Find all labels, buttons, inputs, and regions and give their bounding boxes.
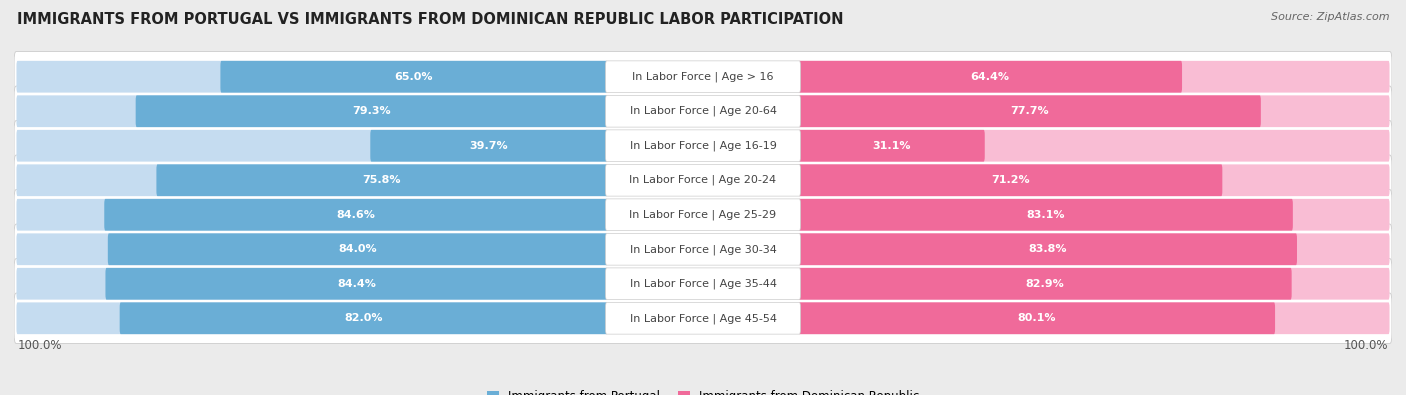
FancyBboxPatch shape (606, 95, 800, 127)
FancyBboxPatch shape (14, 155, 1392, 205)
Text: 100.0%: 100.0% (1344, 339, 1389, 352)
FancyBboxPatch shape (799, 303, 1389, 334)
Text: 31.1%: 31.1% (872, 141, 911, 151)
FancyBboxPatch shape (799, 95, 1389, 127)
Text: 82.0%: 82.0% (344, 313, 382, 323)
FancyBboxPatch shape (799, 199, 1294, 231)
FancyBboxPatch shape (17, 164, 607, 196)
Text: In Labor Force | Age 20-64: In Labor Force | Age 20-64 (630, 106, 776, 117)
Text: In Labor Force | Age 45-54: In Labor Force | Age 45-54 (630, 313, 776, 324)
Text: IMMIGRANTS FROM PORTUGAL VS IMMIGRANTS FROM DOMINICAN REPUBLIC LABOR PARTICIPATI: IMMIGRANTS FROM PORTUGAL VS IMMIGRANTS F… (17, 12, 844, 27)
Text: In Labor Force | Age 20-24: In Labor Force | Age 20-24 (630, 175, 776, 186)
FancyBboxPatch shape (606, 303, 800, 334)
FancyBboxPatch shape (108, 233, 607, 265)
Text: 100.0%: 100.0% (17, 339, 62, 352)
FancyBboxPatch shape (799, 61, 1389, 92)
FancyBboxPatch shape (370, 130, 607, 162)
FancyBboxPatch shape (14, 224, 1392, 275)
FancyBboxPatch shape (14, 51, 1392, 102)
Text: Source: ZipAtlas.com: Source: ZipAtlas.com (1271, 12, 1389, 22)
Text: 84.4%: 84.4% (337, 279, 375, 289)
FancyBboxPatch shape (799, 268, 1292, 300)
Text: 75.8%: 75.8% (363, 175, 401, 185)
FancyBboxPatch shape (17, 199, 607, 231)
Text: 65.0%: 65.0% (395, 72, 433, 82)
FancyBboxPatch shape (799, 164, 1389, 196)
FancyBboxPatch shape (799, 130, 1389, 162)
FancyBboxPatch shape (120, 303, 607, 334)
FancyBboxPatch shape (799, 268, 1389, 300)
FancyBboxPatch shape (17, 303, 607, 334)
Text: 79.3%: 79.3% (353, 106, 391, 116)
FancyBboxPatch shape (221, 61, 607, 92)
FancyBboxPatch shape (799, 233, 1389, 265)
FancyBboxPatch shape (799, 303, 1275, 334)
Text: 39.7%: 39.7% (470, 141, 508, 151)
FancyBboxPatch shape (17, 61, 607, 92)
FancyBboxPatch shape (135, 95, 607, 127)
FancyBboxPatch shape (799, 61, 1182, 92)
FancyBboxPatch shape (606, 61, 800, 92)
FancyBboxPatch shape (799, 199, 1389, 231)
Legend: Immigrants from Portugal, Immigrants from Dominican Republic: Immigrants from Portugal, Immigrants fro… (482, 385, 924, 395)
FancyBboxPatch shape (606, 268, 800, 300)
Text: 80.1%: 80.1% (1018, 313, 1056, 323)
Text: 84.6%: 84.6% (336, 210, 375, 220)
FancyBboxPatch shape (799, 164, 1222, 196)
FancyBboxPatch shape (14, 259, 1392, 309)
FancyBboxPatch shape (104, 199, 607, 231)
FancyBboxPatch shape (606, 130, 800, 162)
Text: In Labor Force | Age 30-34: In Labor Force | Age 30-34 (630, 244, 776, 254)
FancyBboxPatch shape (14, 86, 1392, 136)
FancyBboxPatch shape (606, 164, 800, 196)
Text: 82.9%: 82.9% (1025, 279, 1064, 289)
Text: 64.4%: 64.4% (970, 72, 1010, 82)
FancyBboxPatch shape (17, 95, 607, 127)
FancyBboxPatch shape (606, 199, 800, 231)
FancyBboxPatch shape (17, 233, 607, 265)
Text: 84.0%: 84.0% (339, 244, 377, 254)
Text: 83.8%: 83.8% (1028, 244, 1067, 254)
FancyBboxPatch shape (14, 190, 1392, 240)
Text: In Labor Force | Age 25-29: In Labor Force | Age 25-29 (630, 209, 776, 220)
Text: In Labor Force | Age 35-44: In Labor Force | Age 35-44 (630, 278, 776, 289)
Text: 83.1%: 83.1% (1026, 210, 1064, 220)
FancyBboxPatch shape (799, 233, 1296, 265)
Text: 71.2%: 71.2% (991, 175, 1029, 185)
Text: In Labor Force | Age > 16: In Labor Force | Age > 16 (633, 71, 773, 82)
FancyBboxPatch shape (17, 268, 607, 300)
FancyBboxPatch shape (105, 268, 607, 300)
FancyBboxPatch shape (14, 120, 1392, 171)
FancyBboxPatch shape (606, 233, 800, 265)
FancyBboxPatch shape (799, 95, 1261, 127)
FancyBboxPatch shape (156, 164, 607, 196)
FancyBboxPatch shape (799, 130, 984, 162)
FancyBboxPatch shape (14, 293, 1392, 344)
FancyBboxPatch shape (17, 130, 607, 162)
Text: 77.7%: 77.7% (1011, 106, 1049, 116)
Text: In Labor Force | Age 16-19: In Labor Force | Age 16-19 (630, 141, 776, 151)
